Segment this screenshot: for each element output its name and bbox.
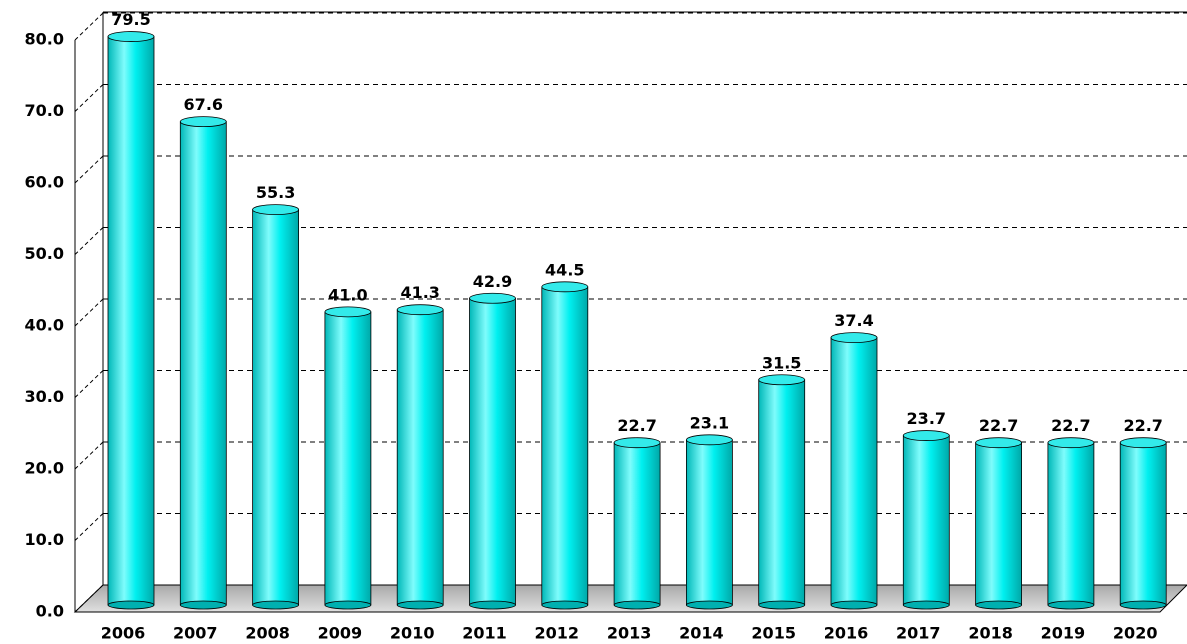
bar	[830, 337, 878, 606]
value-label: 23.7	[907, 409, 946, 428]
bar-bottom	[179, 600, 227, 610]
y-tick-label: 80.0	[25, 30, 64, 49]
bar	[396, 309, 444, 606]
bar-bottom	[686, 600, 733, 610]
value-label: 22.7	[979, 416, 1018, 435]
bar-bottom	[975, 600, 1022, 610]
tick-mark	[74, 513, 104, 541]
x-tick-label: 2019	[1041, 624, 1086, 643]
bar-top	[975, 437, 1022, 449]
bar	[469, 297, 516, 606]
bar-bottom	[1047, 600, 1095, 610]
tick-mark	[74, 84, 104, 112]
y-tick-label: 50.0	[25, 244, 64, 263]
bar-top	[758, 374, 806, 386]
value-label: 22.7	[1051, 416, 1090, 435]
bar-top	[830, 332, 878, 343]
value-label: 31.5	[762, 353, 801, 372]
bar-bottom	[758, 600, 806, 610]
value-label: 41.3	[400, 283, 439, 302]
x-tick-label: 2006	[101, 624, 146, 643]
y-tick-label: 60.0	[25, 173, 64, 192]
bar	[324, 311, 372, 606]
x-tick-label: 2018	[968, 624, 1013, 643]
x-tick-label: 2015	[751, 624, 796, 643]
y-tick-label: 10.0	[25, 530, 64, 549]
bar	[613, 442, 661, 606]
tick-mark	[74, 441, 104, 470]
value-label: 42.9	[473, 272, 512, 291]
bar-top	[613, 437, 661, 449]
x-tick-label: 2012	[535, 624, 580, 643]
bar-bottom	[541, 600, 589, 610]
bar-bottom	[830, 600, 878, 610]
tick-mark	[74, 12, 104, 41]
x-tick-label: 2011	[462, 624, 507, 643]
bar-top	[107, 31, 155, 42]
tick-mark	[74, 227, 104, 255]
bar	[1119, 442, 1167, 606]
y-tick-label: 70.0	[25, 101, 64, 120]
x-tick-label: 2013	[607, 624, 652, 643]
value-label: 79.5	[111, 10, 150, 29]
x-tick-label: 2009	[318, 624, 363, 643]
bar-bottom	[324, 600, 372, 610]
value-label: 55.3	[256, 183, 295, 202]
bar	[686, 439, 733, 606]
y-tick-label: 40.0	[25, 316, 64, 335]
bar-bottom	[396, 600, 444, 610]
x-tick-label: 2008	[245, 624, 290, 643]
bar	[107, 36, 155, 606]
y-tick-label: 30.0	[25, 387, 64, 406]
bar	[902, 435, 950, 606]
value-label: 22.7	[617, 416, 656, 435]
bar-bottom	[252, 600, 300, 610]
bar-top	[541, 281, 589, 293]
bar-top	[324, 306, 372, 318]
tick-mark	[74, 155, 104, 184]
x-tick-label: 2016	[824, 624, 869, 643]
bar-top	[179, 116, 227, 128]
value-label: 22.7	[1123, 416, 1162, 435]
x-tick-label: 2014	[679, 624, 724, 643]
value-label: 44.5	[545, 260, 584, 279]
bar-top	[902, 430, 950, 441]
y-tick-label: 0.0	[36, 602, 64, 621]
bar-bottom	[1119, 600, 1167, 610]
bar-top	[469, 292, 516, 304]
bar	[179, 121, 227, 606]
bar-top	[686, 434, 733, 446]
bar-bottom	[107, 600, 155, 610]
y-tick-label: 20.0	[25, 459, 64, 478]
value-label: 23.1	[690, 413, 729, 432]
bar-top	[1047, 437, 1095, 449]
bar	[541, 286, 589, 606]
bar	[758, 379, 806, 606]
bar-top	[396, 304, 444, 316]
bar-top	[1119, 437, 1167, 449]
bar-top	[252, 204, 300, 216]
x-tick-label: 2020	[1113, 624, 1158, 643]
bar-bottom	[613, 600, 661, 610]
bar	[1047, 442, 1095, 606]
tick-mark	[74, 298, 104, 327]
bar-bottom	[902, 600, 950, 610]
tick-mark	[74, 370, 104, 398]
value-label: 37.4	[834, 311, 873, 330]
bar	[975, 442, 1022, 606]
x-tick-label: 2017	[896, 624, 941, 643]
x-tick-label: 2007	[173, 624, 218, 643]
value-label: 41.0	[328, 285, 367, 304]
x-tick-label: 2010	[390, 624, 435, 643]
bar-bottom	[469, 600, 516, 610]
value-label: 67.6	[184, 95, 223, 114]
bar	[252, 209, 300, 606]
